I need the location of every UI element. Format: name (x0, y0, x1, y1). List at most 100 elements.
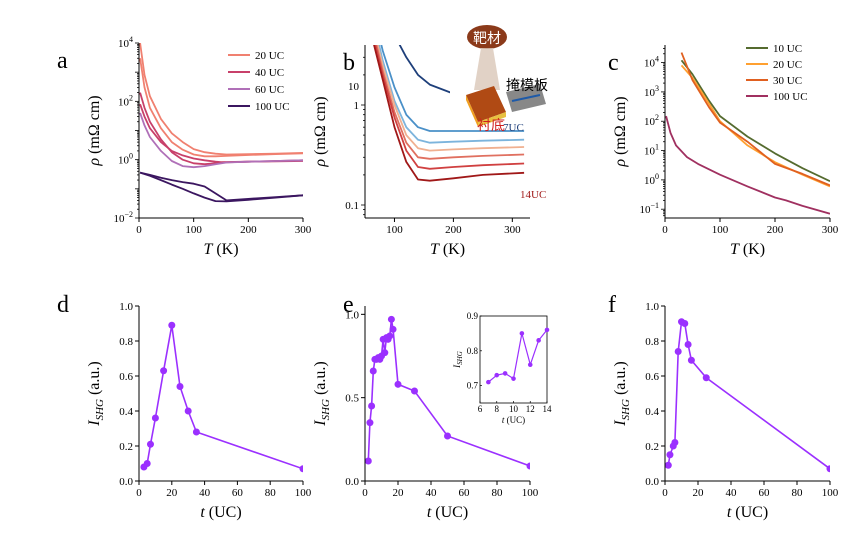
y-tick-base: 10 (644, 87, 656, 99)
data-point-e (526, 462, 530, 470)
y-tick-base: 10 (644, 175, 656, 187)
y-tick-base: 10 (113, 213, 125, 225)
series-line-c-3 (665, 115, 830, 215)
data-point-f (671, 439, 679, 446)
series-line-b-1 (380, 45, 525, 132)
y-label-sub: SHG (94, 399, 106, 420)
mask-slit (511, 94, 541, 102)
panel-b: b 100 200 300 0.1 1 10 T (K) ρ (mΩ cm) 7UC 14UC 靶材掩… (312, 25, 548, 258)
data-point-f (687, 356, 695, 364)
x-label-unit: (UC) (431, 504, 468, 521)
target-disc (467, 25, 507, 49)
inset-x-tick-label: 6 (478, 404, 483, 414)
substrate-label: 衬底 (477, 118, 505, 134)
y-tick-exp: 4 (129, 35, 133, 44)
legend-label: 20 UC (255, 50, 284, 62)
x-tick-label-f: 60 (759, 487, 771, 499)
panel-label-f: f (608, 292, 616, 318)
data-point-e (381, 349, 389, 357)
panel-d: d 0 20 40 60 80 100 0.0 0.2 0.4 0.6 0.8 1.0 t (UC) ISH… (57, 292, 312, 521)
y-tick-label-f: 0.8 (645, 336, 659, 348)
x-tick-label-b: 100 (386, 224, 403, 236)
inset-point (527, 362, 533, 368)
data-point-e (444, 432, 451, 440)
inset-point (486, 379, 491, 385)
y-axis-label-d: ISHG (a.u.) (86, 361, 106, 426)
y-tick-exp: 1 (655, 143, 659, 152)
x-tick-label-d: 80 (265, 487, 277, 499)
x-label-var: t (727, 504, 732, 521)
y-tick-exp: 2 (129, 93, 133, 102)
legend-c: 10 UC 20 UC 30 UC 100 UC (746, 43, 808, 103)
x-label-unit: (UC) (731, 504, 768, 521)
substrate-top (466, 86, 506, 122)
x-tick-label-b: 300 (504, 224, 521, 236)
x-label-var: T (203, 241, 213, 258)
inset-x-unit: (UC) (504, 415, 525, 425)
y-tick-label-d: 0.2 (119, 441, 133, 453)
x-tick-label-f: 80 (792, 487, 804, 499)
data-point-f (674, 348, 682, 355)
data-point-e (366, 419, 374, 427)
x-tick-label-d: 0 (136, 487, 142, 499)
y-tick-exp: −2 (124, 210, 133, 219)
y-tick-label-a: 102 (118, 93, 133, 108)
series-line-a-4 (139, 112, 303, 169)
legend-label: 60 UC (255, 84, 284, 96)
y-tick-label-a: 100 (118, 152, 133, 167)
x-tick-label-a: 0 (136, 224, 142, 236)
y-tick-label-c: 10−1 (639, 201, 659, 216)
inset-x-label: t (UC) (502, 415, 525, 425)
legend-label: 30 UC (773, 75, 802, 87)
x-label-var: T (730, 241, 740, 258)
y-tick-label-b: 1 (354, 100, 360, 112)
x-tick-label-f: 40 (726, 487, 738, 499)
inset-bg (470, 312, 552, 406)
inset-y-tick-label: 0.8 (467, 346, 479, 356)
inset-x-tick-label: 14 (543, 404, 553, 414)
x-tick-label-c: 100 (712, 224, 729, 236)
x-label-var: t (200, 504, 205, 521)
y-label-sub: SHG (320, 399, 332, 420)
substrate-front (478, 112, 506, 127)
y-tick-base: 10 (118, 96, 130, 108)
x-tick-label-a: 200 (240, 224, 257, 236)
x-tick-label-c: 200 (767, 224, 784, 236)
x-tick-label-d: 60 (232, 487, 244, 499)
y-tick-exp: 0 (129, 152, 133, 161)
y-tick-label-c: 103 (644, 84, 659, 99)
series-line-c-1 (680, 64, 830, 188)
y-tick-label-c: 102 (644, 113, 659, 128)
legend-label: 100 UC (255, 101, 290, 113)
data-point-e (389, 325, 397, 333)
y-tick-label-f: 0.4 (645, 406, 659, 418)
inset-y-tick-label: 0.7 (467, 381, 479, 391)
y-axis-label-f: ISHG (a.u.) (612, 361, 632, 426)
inset-y-sub: SHG (456, 351, 464, 365)
y-axis-label-c: ρ (mΩ cm) (612, 96, 629, 167)
y-label-var: I (612, 420, 629, 427)
annotation-7uc: 7UC (503, 122, 524, 134)
x-tick-label-f: 100 (822, 487, 839, 499)
y-axis-label-b: ρ (mΩ cm) (312, 96, 329, 167)
target-label: 靶材 (473, 31, 501, 47)
data-point-d (160, 367, 168, 375)
data-point-e (369, 367, 377, 375)
data-point-f (684, 341, 692, 348)
mask-label: 掩模板 (506, 78, 548, 94)
x-tick-label-e: 80 (492, 487, 504, 499)
data-point-e (387, 315, 395, 323)
x-label-unit: (UC) (205, 504, 242, 521)
inset-x-tick-label: 10 (509, 404, 519, 414)
x-axis-label-f: t (UC) (727, 504, 768, 521)
substrate-side (466, 95, 478, 127)
x-label-unit: (K) (212, 241, 238, 258)
x-tick-label-d: 100 (295, 487, 312, 499)
y-label-unit: (mΩ cm) (612, 96, 629, 159)
y-tick-label-d: 0.8 (119, 336, 133, 348)
panel-label-a: a (57, 48, 68, 74)
y-tick-label-b: 0.1 (345, 200, 359, 212)
